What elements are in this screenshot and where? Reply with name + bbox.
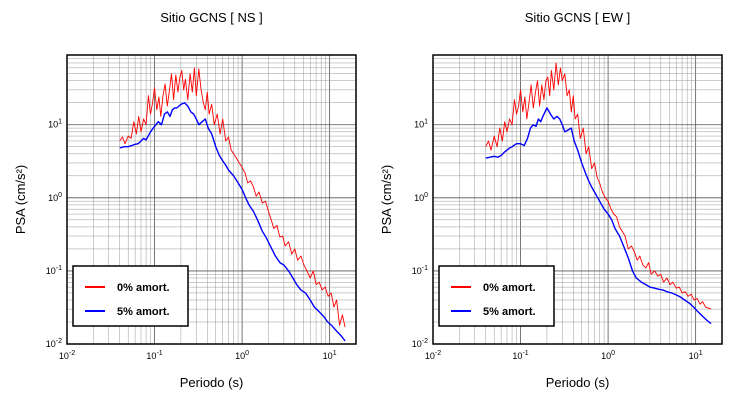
- chart-1-y-tick-label: 10-2: [412, 338, 428, 349]
- chart-1-legend-box: [438, 265, 555, 327]
- chart-1-y-tick-label: 101: [414, 119, 428, 130]
- chart-1-legend: 0% amort. 5% amort.: [438, 265, 555, 327]
- chart-0-panel: Sitio GCNS [ NS ] 10-2 10-1 100 101 10-2 10-1 1…: [13, 10, 357, 390]
- chart-0-plot-frame: [66, 54, 357, 345]
- chart-1-x-tick-label: 10-1: [512, 350, 528, 361]
- chart-0-y-axis-label: PSA (cm/s²): [13, 165, 28, 234]
- chart-0-x-tick-label: 10-2: [59, 350, 75, 361]
- chart-1-legend-label-0: 0% amort.: [483, 282, 536, 294]
- chart-0-x-tick-label: 101: [323, 350, 337, 361]
- chart-1-plot-frame: [432, 54, 723, 345]
- chart-0-y-tick-label: 100: [48, 192, 62, 203]
- chart-1-x-tick-label: 10-2: [425, 350, 441, 361]
- chart-1-panel: Sitio GCNS [ EW ] 10-2 10-1 100 101 10-2 10-1 1…: [379, 10, 723, 390]
- chart-1-y-tick-label: 100: [414, 192, 428, 203]
- chart-1-title: Sitio GCNS [ EW ]: [525, 10, 630, 25]
- chart-1-x-tick-label: 100: [601, 350, 615, 361]
- chart-0-series-line-0: [119, 67, 346, 328]
- chart-1-series-line-1: [485, 107, 712, 325]
- chart-0-y-tick-label: 10-2: [46, 338, 62, 349]
- chart-0-title: Sitio GCNS [ NS ]: [160, 10, 263, 25]
- chart-1-legend-label-1: 5% amort.: [483, 306, 536, 318]
- chart-1-series-line-0: [485, 62, 712, 310]
- chart-1-y-axis-label: PSA (cm/s²): [379, 165, 394, 234]
- chart-0-x-tick-label: 100: [235, 350, 249, 361]
- chart-0-legend: 0% amort. 5% amort.: [72, 265, 189, 327]
- chart-0-legend-box: [72, 265, 189, 327]
- chart-0-y-tick-label: 101: [48, 119, 62, 130]
- chart-1-x-tick-label: 101: [689, 350, 703, 361]
- chart-0-series-line-1: [119, 101, 346, 342]
- chart-0-legend-label-1: 5% amort.: [117, 306, 170, 318]
- chart-0-x-axis-label: Periodo (s): [180, 375, 244, 390]
- chart-0-x-tick-label: 10-1: [146, 350, 162, 361]
- chart-0-y-tick-label: 10-1: [46, 265, 62, 276]
- chart-1-x-axis-label: Periodo (s): [546, 375, 610, 390]
- chart-1-y-tick-label: 10-1: [412, 265, 428, 276]
- chart-0-legend-label-0: 0% amort.: [117, 282, 170, 294]
